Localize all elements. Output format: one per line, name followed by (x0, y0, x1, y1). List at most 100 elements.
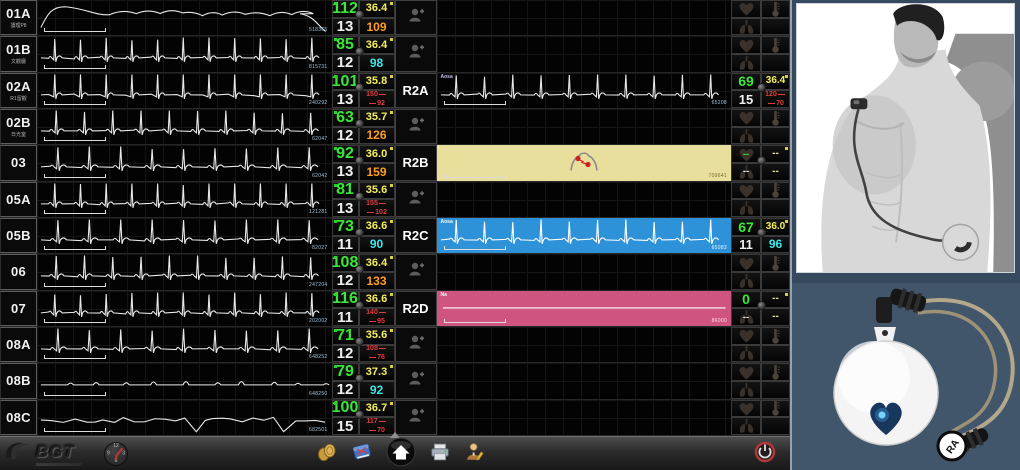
hr-cell: 67 (731, 217, 761, 236)
temp-value: 36.4 (365, 2, 388, 15)
heart-icon-cell (731, 254, 761, 272)
patient-row: 08B 648250 79 12 37.3 92 (0, 363, 790, 400)
resp-cell: 15 (331, 417, 359, 435)
patient-label[interactable]: 08A (0, 326, 37, 363)
heart-icon (737, 146, 756, 163)
patient-subtitle: 文觀廳 (10, 59, 26, 66)
aux-cell: 133 (358, 271, 395, 290)
lungs-icon-cell (731, 126, 761, 145)
patient-id: 02B (6, 115, 31, 131)
heart-icon (737, 182, 756, 199)
ecg-waveform[interactable]: 518365 (37, 0, 332, 36)
assign-patient-button[interactable] (394, 363, 437, 399)
temp-cell: 36.0 (757, 217, 790, 238)
temp-value: 36.0 (365, 147, 388, 160)
scale-bar (44, 318, 106, 323)
ecg-waveform[interactable]: 815731 (37, 36, 332, 72)
ecg-waveform[interactable]: 121281 (37, 181, 332, 217)
ecg-waveform[interactable]: 648252 (37, 326, 332, 363)
patient-label[interactable]: 08C (0, 399, 37, 435)
assign-patient-button[interactable] (394, 254, 437, 290)
resp-cell: 13 (331, 90, 359, 108)
power-button[interactable] (754, 441, 776, 466)
person-add-icon (407, 406, 425, 429)
patient-label[interactable]: 08B (0, 363, 37, 399)
assign-patient-button[interactable] (394, 399, 437, 435)
print-button[interactable] (429, 441, 451, 466)
temp-value: 36.7 (365, 401, 388, 414)
scale-bar (44, 355, 106, 360)
assign-patient-button[interactable] (394, 326, 437, 363)
monitor-panel: 01A 護理P8 518365 112 13 36.4 109 01B 文觀廳 815731 85 1… (0, 0, 790, 470)
assign-patient-button[interactable] (394, 36, 437, 72)
resp-cell: 12 (331, 380, 359, 399)
resp-cell: 13 (331, 162, 359, 181)
device-id: 62042 (312, 172, 328, 179)
ecg-waveform[interactable]: 62042 (37, 145, 332, 181)
patient-label[interactable]: 05A (0, 181, 37, 217)
ecg-waveform[interactable]: 240292 (37, 72, 332, 108)
patient-subtitle: 護理P8 (10, 23, 27, 30)
device-id: 648250 (309, 390, 328, 397)
hr-cell: 0 (731, 290, 761, 309)
spo2-value: 90 (369, 237, 384, 252)
thermometer-icon-cell (761, 254, 790, 272)
patient-label[interactable]: 02A R1留觀 (0, 72, 37, 108)
lungs-icon (738, 273, 755, 289)
assign-patient-button[interactable] (394, 181, 437, 217)
temp-value: 36.6 (365, 220, 388, 233)
patient-row: 08A 648252 71 12 35.6 108 76 (0, 326, 790, 364)
ecg-waveform[interactable]: 682501 (37, 399, 332, 435)
resp-cell: 12 (331, 271, 359, 290)
heart-icon-cell (731, 326, 761, 345)
heart-icon (737, 327, 756, 344)
assign-patient-button[interactable] (394, 108, 437, 145)
device-id: 65208 (711, 99, 727, 106)
telemetry-waveform (436, 181, 731, 217)
ecg-waveform[interactable]: 648250 (37, 363, 332, 399)
patient-label[interactable]: 02B 日光室 (0, 108, 37, 145)
lungs-icon (738, 19, 755, 35)
patient-id: 06 (10, 264, 27, 280)
patient-label[interactable]: 03 (0, 145, 37, 181)
heart-icon-cell (731, 108, 761, 127)
ecg-waveform[interactable]: 202002 (37, 290, 332, 326)
patient-label[interactable]: 06 (0, 254, 37, 290)
ecg-waveform[interactable]: 82027 (37, 217, 332, 254)
heart-icon (737, 255, 756, 272)
hr-cell: 85 (331, 36, 359, 54)
heart-icon (737, 364, 756, 381)
patient-id: 05A (6, 191, 31, 207)
telemetry-waveform (436, 326, 731, 363)
telemetry-waveform (436, 363, 731, 399)
aux-cell: 140 95 (358, 308, 395, 326)
lungs-icon-cell: -- (731, 308, 761, 326)
hr-cell: 73 (331, 217, 359, 236)
taskbar-expand-arrow[interactable] (390, 432, 400, 438)
patient-label[interactable]: 01A 護理P8 (0, 0, 37, 36)
patient-label[interactable]: 05B (0, 217, 37, 254)
patient-label[interactable]: 07 (0, 290, 37, 326)
aux-cell: 155 102 (358, 199, 395, 217)
resp-cell: 12 (331, 126, 359, 145)
patient-subtitle: 日光室 (10, 132, 26, 139)
lungs-icon-cell (731, 271, 761, 290)
lungs-icon (738, 418, 755, 434)
assign-patient-button[interactable] (394, 0, 437, 36)
ecg-waveform[interactable]: 62047 (37, 108, 332, 145)
hr-cell: 69 (731, 72, 761, 91)
ecg-waveform[interactable]: 247204 (37, 254, 332, 290)
temp-cell: 36.7 (354, 399, 395, 419)
aux-cell: 159 (358, 162, 395, 181)
telemetry-banner: 709641 (436, 145, 731, 181)
patient-row: 08C 682501 100 15 36.7 117 70 (0, 399, 790, 436)
patient-label[interactable]: 01B 文觀廳 (0, 36, 37, 72)
log-book-button[interactable] (351, 441, 373, 466)
home-button[interactable] (386, 437, 416, 470)
coins-button[interactable] (316, 441, 338, 466)
pulse-value: 133 (366, 273, 387, 288)
user-settings-button[interactable] (464, 441, 486, 466)
heart-icon (737, 400, 756, 417)
temp-value: 36.4 (365, 38, 388, 51)
lungs-icon (738, 345, 755, 361)
